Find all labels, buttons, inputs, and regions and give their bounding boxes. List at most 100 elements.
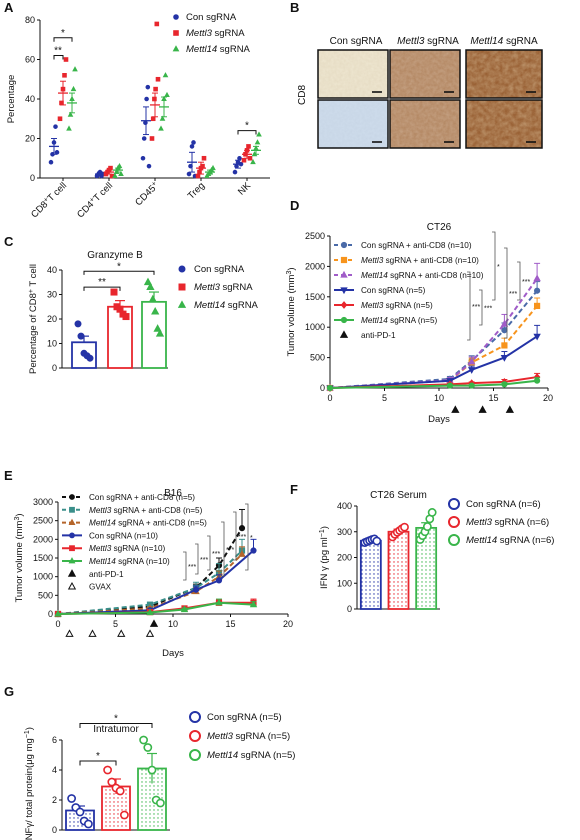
panel-e-point-mettl14: [54, 609, 62, 617]
panel-letter-g: G: [4, 684, 14, 699]
panel-e-sig-label: ***: [212, 551, 220, 558]
panel-g-sig-label: *: [114, 713, 118, 724]
ihc-column-label-mettl14: Mettl14 sgRNA: [470, 36, 538, 47]
panel-e-x-tick-label: 5: [113, 619, 118, 629]
panel-g-point-mettl14: [139, 735, 148, 745]
panel-d-legend-text: Mettl14 sgRNA (n=5): [361, 316, 438, 325]
panel-e-legend-text: Con sgRNA + anti-CD8 (n=5): [89, 493, 195, 502]
panel-f-bar: CT26 Serum 0 100 200 300 400 IFN γ (pg ml−1) Co…: [319, 490, 555, 614]
panel-a-point-mettl14: [250, 159, 256, 165]
panel-f-point-mettl3: [400, 522, 409, 532]
panel-a-point-mettl14: [162, 72, 169, 78]
panel-c-legend-text: Con sgRNA: [194, 264, 245, 275]
panel-g-title: Intratumor: [93, 724, 139, 735]
panel-a-point-con: [53, 124, 58, 129]
panel-f-point-mettl14: [427, 508, 437, 517]
panel-g-point-con: [75, 807, 85, 817]
panel-f-legend-marker: [448, 534, 460, 546]
panel-a-ylabel: Percentage: [6, 75, 17, 124]
ihc-tile-border: [317, 99, 389, 149]
panel-a-legend-marker: [172, 45, 180, 52]
panel-d-x-tick-label: 15: [488, 393, 498, 403]
panel-g-legend-marker: [189, 730, 201, 742]
panel-d-line: CT26 0 500 1000 1500 2000 2500 0 5 10 15 20 Days Tumo…: [286, 222, 554, 425]
ihc-tiles: [317, 49, 543, 149]
panel-a-point-mettl3: [154, 21, 160, 27]
panel-g-legend-marker: [189, 749, 201, 761]
panel-d-sig-label: ***: [472, 304, 480, 311]
panel-g-point-mettl14: [143, 743, 153, 752]
panel-e-legend-text: Mettl14 sgRNA (n=10): [89, 557, 170, 566]
panel-d-x-tick-label: 20: [543, 393, 553, 403]
panel-a-point-con: [189, 144, 195, 149]
panel-d-sig-label: ***: [522, 279, 530, 286]
panel-g-point-mettl14: [155, 798, 165, 808]
panel-e-y-tick-label: 1000: [33, 572, 53, 582]
panel-f-y-tick-label: 200: [337, 553, 352, 563]
panel-d-title: CT26: [427, 222, 452, 233]
panel-a-x-tick-label: CD4+T cell: [75, 180, 115, 220]
panel-e-legend-text: Mettl3 sgRNA (n=10): [89, 544, 165, 553]
panel-a-point-con: [143, 120, 148, 125]
panel-letter-c: C: [4, 234, 14, 249]
panel-e-gvax-marker: [145, 629, 155, 637]
panel-a-point-con: [145, 84, 151, 90]
panel-e-legend-marker: [69, 506, 75, 513]
panel-d-point-con: [467, 367, 476, 374]
panel-e-legend-text: GVAX: [89, 583, 112, 592]
ihc-column-label-mettl3: Mettl3 sgRNA: [397, 36, 459, 47]
panel-a-y-tick-label: 20: [25, 134, 35, 144]
panel-c-point-con: [86, 354, 94, 362]
panel-e-x-tick-label: 15: [225, 619, 235, 629]
panel-e-sig-bracket: [221, 521, 225, 577]
ihc-tile-texture: [390, 50, 460, 98]
panel-e-sig-bracket: [195, 543, 199, 575]
panel-e-legend-marker: [69, 545, 75, 552]
panel-c-legend-marker: [178, 265, 186, 273]
panel-c-legend-text: Mettl14 sgRNA: [194, 300, 259, 311]
panel-a-point-con: [146, 163, 152, 169]
panel-c-legend-marker: [178, 283, 186, 291]
panel-e-series-line-b16_m3_cd8: [57, 549, 243, 615]
panel-e-sig-bracket: [245, 503, 249, 571]
panel-a-point-mettl3: [57, 116, 63, 122]
panel-a-x-tick-label: CD45+: [133, 180, 161, 208]
panel-a-point-mettl3: [150, 116, 156, 122]
panel-e-legend-text: Mettl14 sgRNA + anti-CD8 (n=5): [89, 519, 207, 528]
panel-g-bar: Intratumor 0 2 4 6 INFγ/ total protein(μg mg−…: [24, 711, 295, 840]
panel-e-sig-bracket: [183, 551, 187, 581]
ihc-tile-texture: [466, 50, 542, 98]
panel-d-xlabel: Days: [428, 414, 450, 425]
panel-e-legend-marker: [67, 581, 77, 590]
panel-e-y-tick-label: 0: [48, 609, 53, 619]
panel-e-legend-marker: [68, 557, 76, 564]
panel-e-y-tick-label: 1500: [33, 553, 53, 563]
panel-c-point-con: [74, 320, 82, 328]
panel-g-ylabel: INFγ/ total protein(μg mg−1): [24, 727, 36, 840]
panel-g-legend-text: Mettl14 sgRNA (n=5): [207, 750, 295, 761]
panel-g-point-con: [84, 819, 93, 829]
ihc-tile-texture: [318, 50, 388, 98]
panel-d-x-tick-label: 5: [382, 393, 387, 403]
panel-c-point-mettl14: [146, 282, 155, 291]
panel-g-point-mettl3: [107, 777, 117, 787]
panel-a-point-mettl14: [66, 125, 72, 131]
panel-c-y-tick-label: 10: [47, 339, 57, 349]
panel-e-legend-marker: [67, 569, 77, 577]
panel-d-legend-text: Con sgRNA + anti-CD8 (n=10): [361, 241, 472, 250]
panel-letter-a: A: [4, 0, 14, 15]
panel-d-y-tick-label: 1000: [305, 322, 325, 332]
panel-c-sig-label: **: [98, 277, 106, 288]
panel-c-point-con: [77, 332, 85, 340]
panel-a-point-mettl3: [63, 57, 69, 62]
panel-c-legend-text: Mettl3 sgRNA: [194, 282, 253, 293]
panel-e-legend-marker: [68, 518, 76, 526]
panel-a-point-mettl3: [108, 165, 113, 171]
panel-e-gvax-marker: [65, 629, 74, 637]
panel-letter-e: E: [4, 468, 13, 483]
panel-d-legend-text: Mettl3 sgRNA (n=5): [361, 301, 433, 310]
panel-d-sig-bracket: [504, 247, 508, 339]
panel-a-point-mettl3: [153, 86, 158, 92]
panel-d-legend-text: Mettl14 sgRNA + anti-CD8 (n=10): [361, 271, 484, 280]
panel-a-y-tick-label: 40: [25, 94, 35, 104]
